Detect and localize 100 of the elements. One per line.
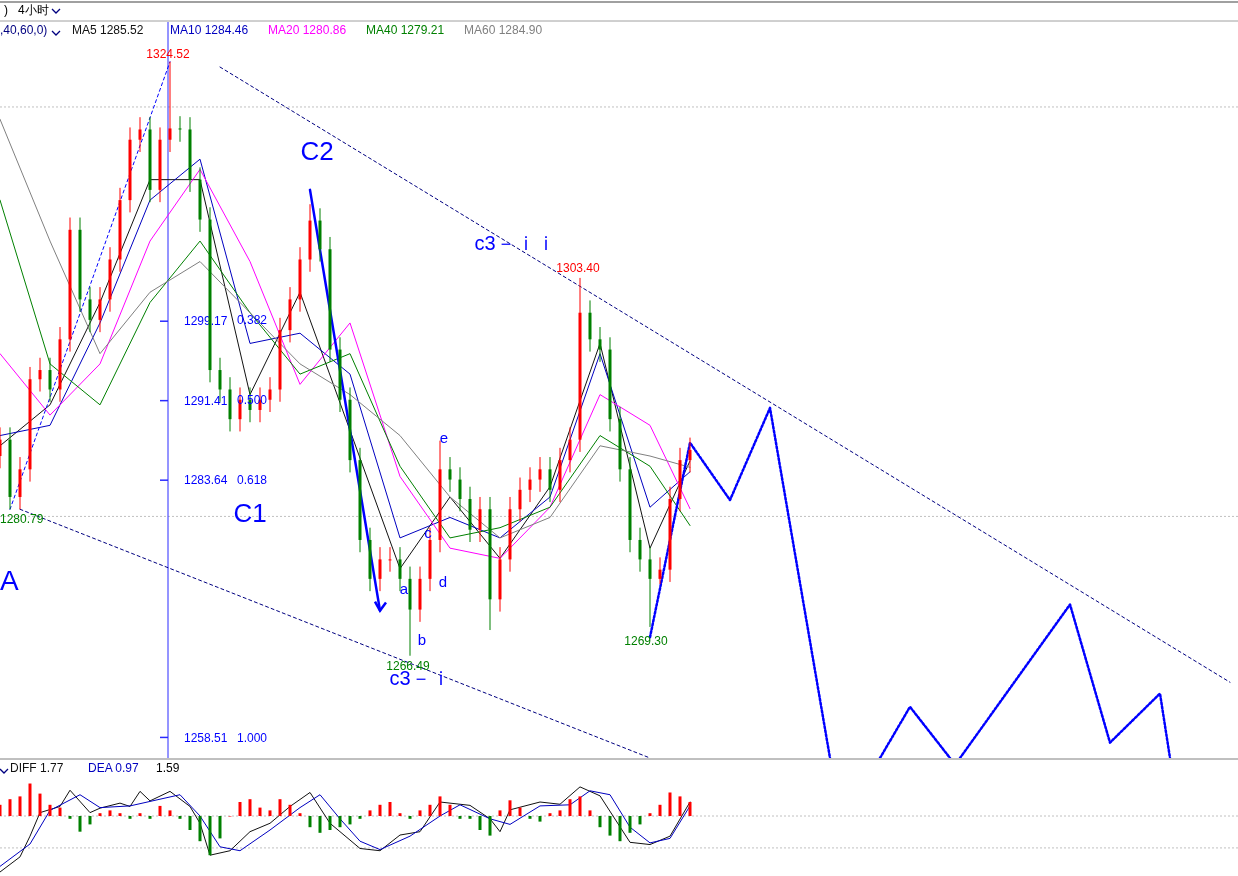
bar bbox=[428, 804, 432, 816]
candlestick bbox=[648, 546, 652, 628]
bar bbox=[288, 804, 292, 816]
annotation: 0.618 bbox=[237, 473, 268, 487]
candlestick bbox=[168, 61, 172, 153]
annotation: 1269.30 bbox=[624, 633, 669, 648]
y-tick-label: 1258.51 bbox=[184, 730, 228, 745]
candlestick bbox=[518, 477, 522, 523]
bar bbox=[448, 804, 452, 816]
annotation: e bbox=[439, 429, 449, 446]
bar bbox=[8, 799, 12, 816]
annotation: 0.500 bbox=[237, 393, 268, 407]
annotation: 1324.52 bbox=[146, 46, 191, 61]
candlestick bbox=[598, 326, 602, 363]
bar bbox=[168, 810, 172, 816]
bar bbox=[178, 816, 182, 819]
bar bbox=[668, 792, 672, 816]
candlestick bbox=[658, 556, 662, 585]
bar bbox=[78, 816, 82, 832]
candlestick bbox=[138, 116, 142, 153]
text: 1.59 bbox=[156, 761, 180, 775]
candlestick bbox=[448, 456, 452, 493]
bar bbox=[38, 793, 42, 816]
bar bbox=[188, 816, 192, 830]
candlestick bbox=[398, 546, 402, 592]
bar bbox=[58, 807, 62, 816]
bar bbox=[268, 810, 272, 816]
candlestick bbox=[378, 546, 382, 592]
bar bbox=[88, 816, 92, 825]
bar bbox=[308, 816, 312, 828]
text: MA5 1285.52 bbox=[72, 23, 144, 37]
bar bbox=[438, 796, 442, 816]
bar bbox=[558, 810, 562, 816]
text: ) bbox=[4, 3, 8, 17]
legend-title: ,40,60,0) bbox=[0, 23, 48, 37]
candlestick bbox=[0, 426, 2, 469]
annotation: c3－ｉｉ bbox=[474, 232, 556, 254]
bar bbox=[248, 799, 252, 816]
bar bbox=[538, 816, 542, 822]
bar bbox=[68, 816, 72, 819]
line-series bbox=[958, 603, 1172, 758]
y-tick-label: 1291.41 bbox=[184, 393, 228, 408]
bar bbox=[158, 805, 162, 816]
bar bbox=[618, 816, 622, 842]
candlestick bbox=[98, 286, 102, 333]
annotation: C1 bbox=[233, 498, 267, 528]
bar bbox=[388, 802, 392, 816]
annotation: d bbox=[438, 573, 448, 590]
bar bbox=[338, 816, 342, 828]
bar bbox=[138, 813, 142, 816]
bar bbox=[148, 816, 152, 819]
candlestick bbox=[548, 456, 552, 503]
annotation: A bbox=[0, 565, 19, 596]
bar bbox=[658, 804, 662, 816]
candlestick bbox=[638, 527, 642, 573]
candlestick bbox=[388, 546, 392, 573]
bar bbox=[238, 802, 242, 816]
bar bbox=[648, 813, 652, 816]
bar bbox=[48, 804, 52, 816]
bar bbox=[348, 816, 352, 825]
annotation: 1.000 bbox=[237, 731, 268, 745]
bar bbox=[218, 816, 222, 839]
bar bbox=[578, 796, 582, 816]
annotation: b bbox=[417, 631, 427, 648]
series-label: DIFF 1.77 bbox=[10, 761, 64, 775]
candlestick bbox=[88, 286, 92, 333]
bar bbox=[408, 816, 412, 819]
bar bbox=[198, 816, 202, 842]
bar bbox=[0, 804, 2, 816]
bar bbox=[318, 816, 322, 833]
bar bbox=[638, 816, 642, 825]
bar bbox=[688, 802, 692, 816]
candlestick bbox=[178, 115, 182, 143]
candlestick bbox=[48, 357, 52, 403]
annotation: a bbox=[399, 580, 409, 597]
bar bbox=[508, 800, 512, 816]
bar bbox=[358, 816, 362, 819]
annotation: 1303.40 bbox=[556, 260, 601, 275]
bar bbox=[568, 799, 572, 816]
bar bbox=[128, 816, 132, 819]
candlestick bbox=[268, 376, 272, 413]
bar bbox=[548, 813, 552, 816]
bar bbox=[28, 783, 32, 816]
series-label: DEA 0.97 bbox=[88, 761, 140, 775]
bar bbox=[418, 810, 422, 816]
candlestick bbox=[478, 496, 482, 543]
bar bbox=[458, 816, 462, 819]
bar bbox=[468, 816, 472, 819]
bar bbox=[108, 810, 112, 816]
bar bbox=[118, 813, 122, 816]
y-tick-label: 1283.64 bbox=[184, 473, 228, 488]
chart-title: 4小时 bbox=[18, 3, 49, 17]
bar bbox=[398, 813, 402, 816]
text: MA40 1279.21 bbox=[366, 23, 445, 37]
candlestick bbox=[688, 437, 692, 473]
candlestick bbox=[568, 426, 572, 473]
candlestick bbox=[458, 466, 462, 512]
annotation: C2 bbox=[300, 136, 334, 166]
candlestick bbox=[528, 466, 532, 503]
annotation: 1280.79 bbox=[0, 512, 44, 527]
